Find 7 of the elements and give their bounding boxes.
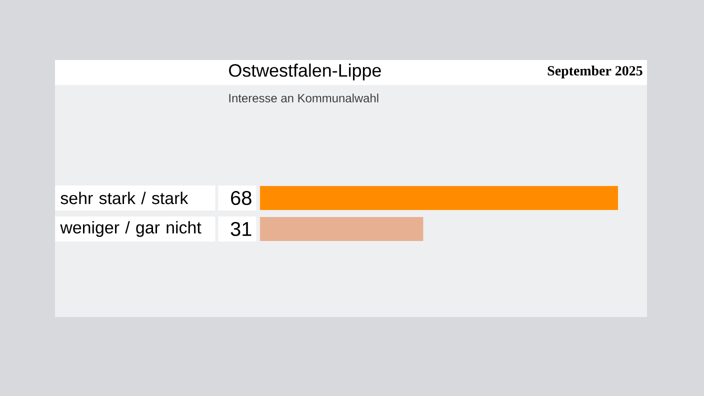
text: September 2025 [548, 66, 642, 78]
data-label: 31 [230, 222, 252, 236]
data-label: 68 [231, 190, 252, 206]
y-tick-label: sehr stark / stark [60, 192, 188, 204]
y-tick-label: weniger / gar nicht [60, 221, 202, 237]
chart-title: Ostwestfalen-Lippe [229, 64, 381, 80]
chart-subtitle: Interesse an Kommunalwahl [229, 94, 378, 102]
